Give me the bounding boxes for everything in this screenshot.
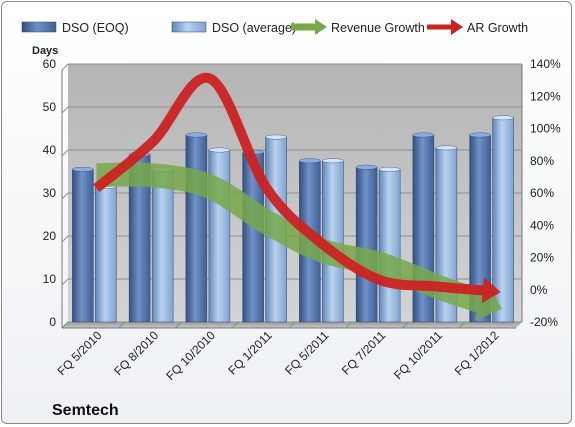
x-tick-label: FQ 1/2011: [225, 328, 275, 378]
gridline-wall: [61, 278, 69, 286]
bar-top-dso-average: [378, 166, 401, 172]
y-right-tick-label: -20%: [530, 315, 558, 329]
growth-arrows-layer: [93, 72, 502, 321]
y-left-tick-label: 30: [43, 186, 57, 200]
y-left-tick-label: 10: [43, 272, 57, 286]
legend: DSO (EOQ) DSO (average) Revenue Growth AR G…: [21, 19, 528, 35]
x-tick-label: FQ 5/2011: [282, 328, 332, 378]
bar-top-dso-eoq: [355, 164, 378, 170]
bar-top-dso-average: [208, 147, 231, 153]
bar-dso-eoq: [72, 169, 94, 323]
y-right-tick-label: 60%: [530, 186, 554, 200]
gridline-wall: [61, 192, 69, 200]
bar-top-dso-eoq: [412, 132, 435, 138]
legend-label-ar-growth: AR Growth: [467, 21, 528, 35]
bar-dso-eoq: [185, 134, 208, 323]
x-tick-label: FQ 8/2010: [111, 328, 161, 378]
y-right-tick-label: 120%: [530, 89, 561, 103]
bar-top-dso-average: [265, 134, 287, 140]
legend-label-revenue-growth: Revenue Growth: [331, 21, 425, 35]
x-tick: [231, 321, 239, 329]
legend-swatch-dso-average: [171, 21, 207, 33]
y-left-tick-label: 50: [43, 100, 57, 114]
arrow-body-ar-growth: [93, 72, 484, 296]
gridline-wall: [61, 63, 69, 71]
x-tick: [458, 321, 466, 329]
legend-swatch-dso-eoq: [21, 21, 57, 33]
bar-top-dso-average: [322, 158, 344, 164]
x-tick-label: FQ 10/2011: [391, 328, 445, 382]
legend-label-dso-average: DSO (average): [212, 21, 296, 35]
y-right-tick-label: 40%: [530, 218, 554, 232]
y-right-tick-label: 80%: [530, 154, 554, 168]
x-tick: [345, 321, 353, 329]
legend-swatch-head-revenue-growth: [315, 19, 327, 35]
chart-title: Semtech: [52, 402, 119, 419]
bar-top-dso-eoq: [72, 166, 94, 172]
y-left-tick-label: 20: [43, 229, 57, 243]
gridline-wall: [61, 106, 69, 114]
bar-dso-average: [151, 169, 174, 323]
x-tick-label: FQ 10/2010: [163, 328, 218, 383]
y-left-tick-label: 0: [49, 315, 56, 329]
chart-svg: 0 10 20 30 40 50 60 -20% 0% 20% 40% 60% 80% 100% 120% 1…: [21, 19, 561, 419]
y-right-tick-label: 140%: [530, 57, 561, 71]
x-tick: [402, 321, 409, 329]
legend-swatch-head-ar-growth: [451, 19, 463, 35]
bar-top-dso-average: [492, 115, 514, 121]
arrow-head-ar-growth: [481, 277, 501, 304]
x-tick: [175, 321, 182, 329]
y-left-axis-label: Days: [32, 45, 58, 57]
gridline-wall: [61, 235, 69, 243]
x-tick-label: FQ 1/2012: [452, 328, 502, 378]
bar-dso-average: [378, 169, 401, 323]
bar-top-dso-eoq: [185, 132, 208, 138]
y-right-tick-label: 20%: [530, 251, 554, 265]
y-right-tick-label: 100%: [530, 122, 561, 136]
x-tick-label: FQ 7/2011: [339, 328, 389, 378]
arrow-head-revenue-growth: [474, 282, 502, 321]
x-tick-label: FQ 5/2010: [55, 328, 105, 378]
bar-dso-eoq: [355, 166, 378, 323]
bar-top-dso-eoq: [469, 132, 491, 138]
y-right-tick-label: 0%: [530, 283, 548, 297]
x-tick: [118, 321, 126, 329]
x-tick: [61, 321, 69, 329]
legend-label-dso-eoq: DSO (EOQ): [62, 21, 129, 35]
gridline-wall: [61, 149, 69, 157]
bar-top-dso-average: [435, 145, 458, 151]
bar-top-dso-eoq: [299, 158, 321, 164]
y-left-tick-label: 40: [43, 143, 57, 157]
y-left-tick-label: 60: [43, 57, 57, 71]
x-tick: [288, 321, 296, 329]
bar-dso-average: [95, 186, 117, 323]
